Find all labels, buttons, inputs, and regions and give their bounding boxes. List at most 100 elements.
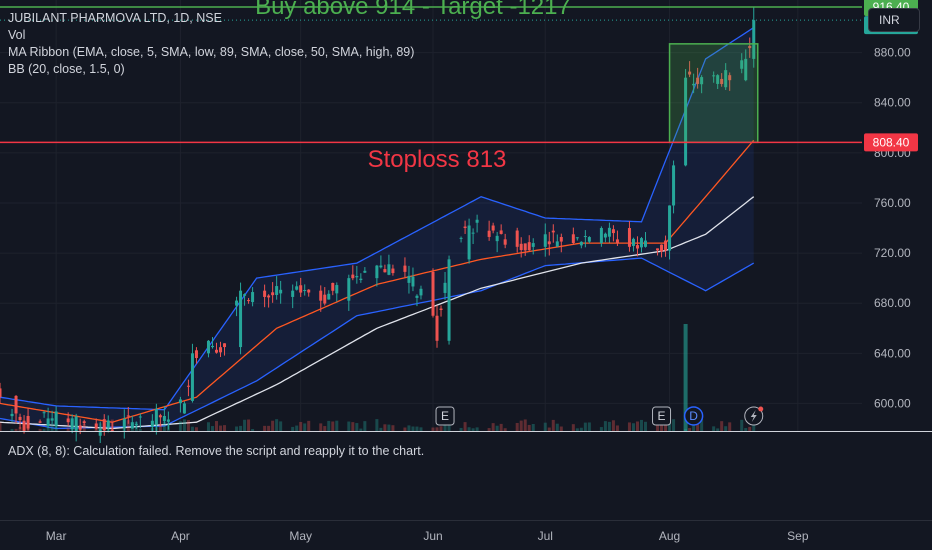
candle-body: [639, 238, 643, 248]
candle-body: [583, 236, 587, 238]
candle-body: [668, 205, 672, 251]
volume-bar: [319, 423, 323, 431]
volume-bar: [499, 423, 503, 431]
volume-bar: [643, 421, 648, 431]
volume-bar: [210, 426, 214, 431]
volume-bar: [351, 422, 355, 431]
volume-bar: [363, 421, 367, 431]
candle-body: [78, 425, 82, 430]
candle-body: [467, 225, 471, 260]
bb-label[interactable]: BB (20, close, 1.5, 0): [8, 62, 125, 76]
volume-bar: [194, 427, 198, 431]
candle-body: [18, 416, 22, 421]
time-tick-label: Sep: [787, 529, 809, 543]
candle-body: [363, 270, 367, 273]
volume-bar: [14, 428, 18, 431]
candle-body: [712, 75, 716, 77]
currency-button[interactable]: INR: [868, 8, 920, 32]
candle-body: [239, 290, 243, 348]
volume-bar: [415, 426, 419, 431]
volume-bar: [158, 423, 162, 431]
candle-body: [126, 415, 130, 417]
candle-body: [190, 353, 194, 401]
candle-body: [575, 237, 579, 239]
candle-body: [323, 294, 327, 304]
candles: [0, 7, 756, 444]
volume-bar: [635, 421, 639, 431]
dividend-marker-label: D: [689, 409, 698, 423]
volume-bar: [391, 425, 395, 431]
candle-body: [335, 285, 339, 294]
ma-ribbon-label[interactable]: MA Ribbon (EMA, close, 5, SMA, low, 89, …: [8, 45, 415, 59]
candle-body: [559, 237, 563, 242]
volume-bar: [615, 425, 619, 431]
candle-body: [419, 288, 423, 296]
volume-bar: [271, 420, 275, 431]
price-tick-label: 640.00: [874, 346, 911, 360]
volume-bar: [323, 426, 327, 431]
candle-body: [523, 243, 527, 251]
candle-body: [247, 300, 251, 302]
candle-body: [527, 242, 531, 251]
candle-body: [375, 265, 379, 279]
candle-body: [331, 282, 335, 291]
candle-body: [134, 423, 138, 425]
candle-body: [692, 83, 696, 86]
candle-body: [94, 423, 98, 429]
buy-annotation: Buy above 914 - Target -1217: [255, 0, 571, 20]
candle-body: [178, 399, 182, 404]
volume-bar: [243, 419, 247, 431]
time-tick-label: Aug: [659, 529, 680, 543]
volume-bar: [627, 422, 631, 431]
volume-bar: [375, 419, 379, 431]
symbol-title[interactable]: JUBILANT PHARMOVA LTD, 1D, NSE: [8, 11, 222, 25]
candle-body: [752, 20, 756, 59]
candle-body: [503, 239, 507, 245]
candle-body: [519, 243, 523, 251]
bollinger-bands: [0, 27, 755, 430]
volume-bar: [359, 428, 363, 431]
candle-body: [194, 350, 198, 359]
horizontal-levels: [0, 6, 862, 144]
volume-bar: [531, 423, 535, 431]
pane-divider[interactable]: [0, 431, 932, 432]
volume-bar: [331, 421, 335, 431]
earnings-marker-label: E: [658, 409, 666, 423]
candle-body: [327, 293, 331, 300]
volume-bar: [543, 422, 547, 431]
time-tick-label: Mar: [46, 529, 67, 543]
candle-body: [26, 415, 30, 429]
candle-body: [415, 295, 419, 298]
volume-bar: [66, 427, 70, 431]
volume-spike-bar: [683, 324, 688, 431]
volume-bar: [547, 427, 551, 431]
volume-bar: [696, 419, 700, 431]
candle-body: [42, 412, 46, 414]
volume-bar: [471, 428, 475, 431]
time-tick-label: May: [289, 529, 312, 543]
dividend-marker: [683, 406, 704, 426]
volume-bar: [162, 421, 166, 431]
candle-body: [700, 77, 704, 85]
candle-body: [515, 230, 519, 247]
adx-error-message: ADX (8, 8): Calculation failed. Remove t…: [8, 444, 425, 458]
time-axis-divider: [0, 520, 932, 521]
breakout-box: [668, 43, 759, 144]
volume-bar: [467, 427, 471, 431]
candle-body: [22, 420, 26, 431]
candle-body: [403, 265, 407, 272]
candle-body: [431, 271, 435, 316]
candle-body: [351, 274, 355, 279]
candle-body: [102, 419, 106, 431]
volume-bar: [503, 428, 507, 431]
vol-indicator-label[interactable]: Vol: [8, 28, 26, 42]
candle-body: [499, 230, 503, 234]
candle-body: [166, 419, 170, 422]
volume-bar: [487, 428, 491, 431]
volume-bar: [247, 419, 251, 431]
candle-body: [319, 290, 323, 301]
candle-body: [684, 77, 688, 166]
candle-body: [271, 292, 275, 296]
